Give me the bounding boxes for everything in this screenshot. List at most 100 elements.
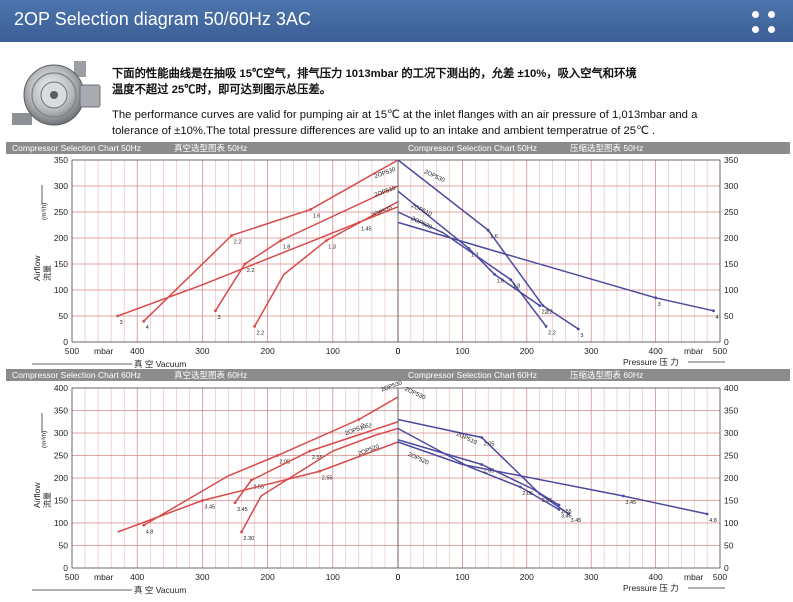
right-title-cn-50hz: 压缩选型图表 50Hz: [570, 143, 644, 153]
data-point: [493, 273, 496, 276]
x-axis-label: Pressure 压 力: [623, 583, 679, 593]
header-bar: 2OP Selection diagram 50/60Hz 3AC: [0, 0, 793, 42]
y-tick-label: 150: [54, 496, 68, 506]
x-axis-label: 真 空 Vacuum: [134, 585, 186, 595]
description-en-line-2: tolerance of ±10%.The total pressure dif…: [112, 125, 656, 137]
data-label: 3.45: [204, 505, 215, 511]
y-tick-label: 50: [724, 541, 734, 551]
y-tick-label: 350: [724, 155, 738, 165]
data-point: [357, 221, 361, 224]
grid-dots-icon[interactable]: [748, 7, 782, 37]
x-tick-label: 500: [713, 572, 727, 582]
series-name-label: 2OP530: [374, 167, 397, 180]
series-line: [397, 439, 560, 506]
y-tick-label: 0: [724, 563, 729, 573]
y-axis-label: Airflow: [32, 482, 42, 508]
data-label: 4: [716, 315, 719, 321]
data-label: 2.55: [322, 475, 333, 481]
x-tick-label: 200: [261, 346, 275, 356]
data-label: 2.65: [484, 469, 495, 475]
data-point: [357, 418, 361, 421]
y-tick-label: 250: [724, 207, 738, 217]
right-title-50hz: Compressor Selection Chart 50Hz: [408, 143, 537, 153]
x-axis-label: Pressure 压 力: [623, 357, 679, 367]
data-label: 2.55: [312, 455, 323, 461]
series-line: [240, 427, 399, 533]
description-chinese: 下面的性能曲线是在抽吸 15℃空气，排气压力 1013mbar 的工况下测出的，…: [112, 66, 637, 98]
data-point: [318, 469, 322, 473]
x-tick-label: 0: [396, 572, 401, 582]
x-tick-label: 100: [326, 346, 340, 356]
data-label: 1.6: [313, 213, 321, 219]
data-label: 1.6: [490, 234, 498, 240]
y-tick-label: 100: [54, 518, 68, 528]
left-title-50hz: Compressor Selection Chart 50Hz: [12, 143, 141, 153]
x-tick-label: 400: [130, 572, 144, 582]
side-channel-blower-photo: [12, 61, 101, 126]
y-tick-label: 300: [724, 181, 738, 191]
data-point: [308, 449, 312, 453]
y-tick-label: 300: [54, 181, 68, 191]
data-point: [576, 327, 580, 331]
data-label: 1.8: [513, 284, 521, 290]
data-label: 1.8: [283, 245, 291, 251]
data-point: [253, 325, 256, 328]
y-tick-label: 150: [724, 496, 738, 506]
series-name-label: 2OP510: [374, 185, 397, 198]
data-label: 2.05: [279, 460, 290, 466]
data-point: [541, 304, 545, 307]
data-label: 4.8: [709, 518, 717, 524]
left-title-cn-60hz: 真空选型图表 60Hz: [174, 370, 248, 380]
data-point: [201, 499, 204, 502]
right-title-cn-60hz: 压缩选型图表 60Hz: [570, 370, 644, 380]
series-line: [117, 206, 399, 317]
data-label: 3.45: [237, 507, 248, 513]
y-tick-label: 200: [724, 473, 738, 483]
data-label: 2.2: [234, 239, 242, 245]
x-axis-label: 真 空 Vacuum: [134, 359, 186, 369]
series-line: [397, 159, 579, 330]
data-label: 2.52: [361, 424, 372, 430]
data-label: 2.2: [548, 330, 556, 336]
y-tick-label: 350: [54, 155, 68, 165]
x-axis-unit: mbar: [684, 346, 704, 356]
data-label: 2.2: [545, 310, 553, 316]
data-point: [240, 530, 243, 534]
y-tick-label: 50: [59, 541, 69, 551]
y-tick-label: 100: [54, 285, 68, 295]
x-tick-label: 200: [520, 572, 534, 582]
data-label: 2.2: [247, 268, 255, 274]
x-tick-label: 500: [713, 346, 727, 356]
data-point: [480, 436, 484, 439]
x-axis-unit: mbar: [94, 572, 114, 582]
data-point: [712, 309, 715, 313]
y-axis-unit: (m³/h): [41, 431, 48, 448]
data-point: [509, 278, 513, 281]
y-tick-label: 200: [54, 473, 68, 483]
data-label: 2.55: [561, 509, 572, 515]
left-title-cn-50hz: 真空选型图表 50Hz: [174, 143, 248, 153]
data-label: 3.45: [561, 514, 572, 520]
data-point: [705, 512, 709, 516]
data-label: 3: [120, 320, 123, 326]
description-cn-line-1: 下面的性能曲线是在抽吸 15℃空气，排气压力 1013mbar 的工况下测出的，…: [112, 68, 637, 80]
y-tick-label: 250: [54, 207, 68, 217]
data-label: 2.55: [542, 498, 553, 504]
series-line: [397, 418, 570, 515]
data-point: [518, 485, 522, 489]
data-point: [622, 494, 625, 498]
y-tick-label: 50: [724, 311, 734, 321]
y-axis-label-cn: 流量: [42, 265, 52, 281]
y-tick-label: 250: [54, 451, 68, 461]
y-tick-label: 100: [724, 285, 738, 295]
y-tick-label: 100: [724, 518, 738, 528]
description-english: The performance curves are valid for pum…: [112, 107, 697, 139]
y-tick-label: 350: [54, 406, 68, 416]
series-line: [143, 159, 399, 322]
left-title-60hz: Compressor Selection Chart 60Hz: [12, 370, 141, 380]
x-tick-label: 500: [65, 572, 79, 582]
series-line: [214, 185, 399, 312]
x-tick-label: 500: [65, 346, 79, 356]
y-tick-label: 0: [724, 337, 729, 347]
